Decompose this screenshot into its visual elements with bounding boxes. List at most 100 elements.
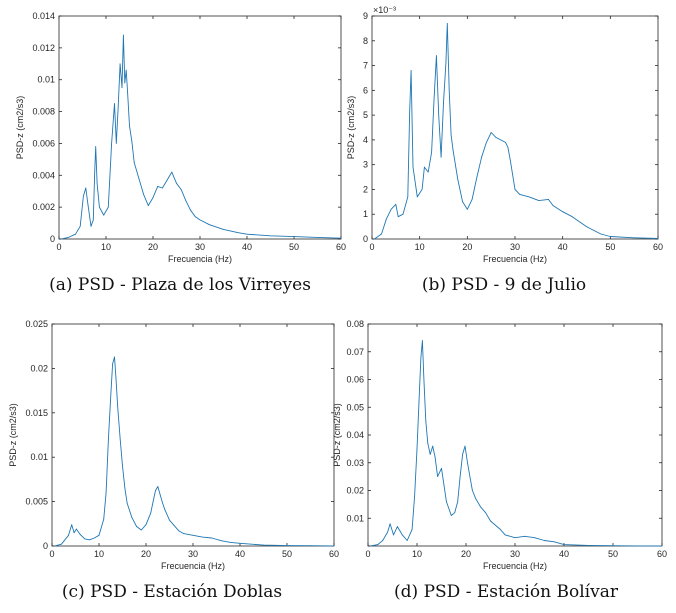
data-point bbox=[126, 503, 128, 504]
data-point bbox=[402, 213, 404, 215]
data-point bbox=[246, 233, 248, 235]
data-point bbox=[397, 526, 398, 527]
data-point bbox=[475, 498, 477, 500]
data-point bbox=[469, 476, 471, 477]
y-axis-label: PSD-z (cm2/s3) bbox=[332, 403, 342, 467]
data-point bbox=[462, 454, 463, 455]
data-point bbox=[446, 23, 448, 24]
data-point bbox=[450, 515, 452, 516]
data-point bbox=[131, 141, 133, 143]
data-point bbox=[427, 442, 429, 444]
data-point bbox=[340, 237, 342, 239]
data-point bbox=[395, 203, 397, 205]
data-point bbox=[68, 237, 69, 238]
data-point bbox=[171, 171, 173, 173]
panel-a: 0 10 20 30 40 50 60 0 0.002 0.004 0.006 0.008 0.01 0.… bbox=[15, 11, 346, 295]
data-point bbox=[286, 545, 288, 546]
data-point bbox=[71, 524, 73, 526]
data-point bbox=[445, 62, 447, 64]
data-point bbox=[401, 534, 403, 536]
data-point bbox=[76, 528, 77, 530]
data-point bbox=[121, 87, 123, 89]
data-point bbox=[95, 146, 97, 148]
data-point bbox=[115, 143, 117, 144]
data-point bbox=[317, 237, 318, 238]
data-point bbox=[202, 536, 203, 538]
y-tick-label: 0.006 bbox=[32, 138, 55, 148]
x-tick-label: 60 bbox=[329, 549, 339, 559]
data-point bbox=[169, 519, 170, 521]
panel-caption: (b) PSD - 9 de Julio bbox=[422, 275, 586, 295]
data-point bbox=[270, 235, 271, 237]
x-tick-label: 10 bbox=[94, 549, 104, 559]
data-point bbox=[423, 379, 425, 380]
data-point bbox=[162, 502, 163, 503]
data-point bbox=[600, 233, 602, 235]
data-point bbox=[173, 525, 175, 526]
data-point bbox=[412, 166, 414, 168]
data-point bbox=[178, 530, 180, 532]
y-tick-label: 0.025 bbox=[25, 319, 48, 329]
y-tick-label: 0.01 bbox=[37, 75, 55, 85]
data-point bbox=[432, 445, 434, 447]
data-point bbox=[387, 531, 388, 533]
data-point bbox=[495, 137, 497, 138]
data-point bbox=[114, 356, 115, 358]
x-tick-label: 10 bbox=[101, 242, 111, 252]
data-point bbox=[190, 209, 192, 211]
data-point bbox=[87, 205, 89, 207]
x-tick-label: 40 bbox=[242, 242, 252, 252]
data-point bbox=[385, 218, 387, 220]
y-tick-label: 0.005 bbox=[25, 497, 48, 507]
panel-caption: (c) PSD - Estación Doblas bbox=[62, 582, 282, 602]
data-point bbox=[152, 197, 154, 199]
data-point bbox=[472, 490, 473, 491]
x-tick-label: 20 bbox=[148, 242, 158, 252]
data-point bbox=[436, 55, 437, 56]
data-point bbox=[448, 89, 450, 91]
x-tick-label: 10 bbox=[415, 242, 425, 252]
data-point bbox=[54, 545, 55, 547]
data-point bbox=[122, 465, 123, 467]
data-point bbox=[424, 166, 425, 168]
data-point bbox=[420, 356, 422, 358]
data-point bbox=[92, 219, 94, 221]
data-point bbox=[111, 143, 112, 144]
data-point bbox=[441, 467, 442, 469]
data-point bbox=[514, 537, 516, 539]
data-point bbox=[416, 448, 418, 450]
data-point bbox=[105, 492, 107, 494]
data-point bbox=[485, 512, 486, 514]
data-point bbox=[125, 69, 127, 71]
data-point bbox=[562, 211, 564, 213]
data-point bbox=[393, 534, 394, 536]
data-point bbox=[509, 159, 511, 161]
data-point bbox=[519, 194, 521, 195]
data-point bbox=[79, 534, 81, 535]
data-point bbox=[421, 189, 423, 190]
data-point bbox=[108, 439, 109, 440]
x-tick-label: 20 bbox=[462, 242, 472, 252]
y-tick-label: 0.014 bbox=[32, 11, 55, 21]
data-point bbox=[490, 520, 491, 522]
data-point bbox=[147, 205, 149, 207]
y-tick-label: 3 bbox=[363, 160, 368, 170]
y-tick-label: 9 bbox=[363, 11, 368, 21]
x-tick-label: 0 bbox=[56, 242, 61, 252]
data-point bbox=[164, 509, 166, 510]
x-tick-label: 30 bbox=[188, 549, 198, 559]
data-point bbox=[534, 537, 535, 539]
data-point bbox=[68, 534, 69, 536]
data-point bbox=[481, 156, 482, 158]
y-axis-multiplier: ×10⁻³ bbox=[373, 5, 396, 15]
x-tick-label: 40 bbox=[559, 549, 569, 559]
data-point bbox=[145, 524, 147, 526]
data-point bbox=[131, 517, 133, 518]
data-point bbox=[422, 340, 423, 341]
y-axis-label: PSD-z (cm2/s3) bbox=[15, 96, 25, 160]
data-point bbox=[377, 544, 379, 545]
data-point bbox=[162, 187, 163, 189]
data-point bbox=[431, 151, 432, 153]
data-point bbox=[98, 534, 100, 536]
